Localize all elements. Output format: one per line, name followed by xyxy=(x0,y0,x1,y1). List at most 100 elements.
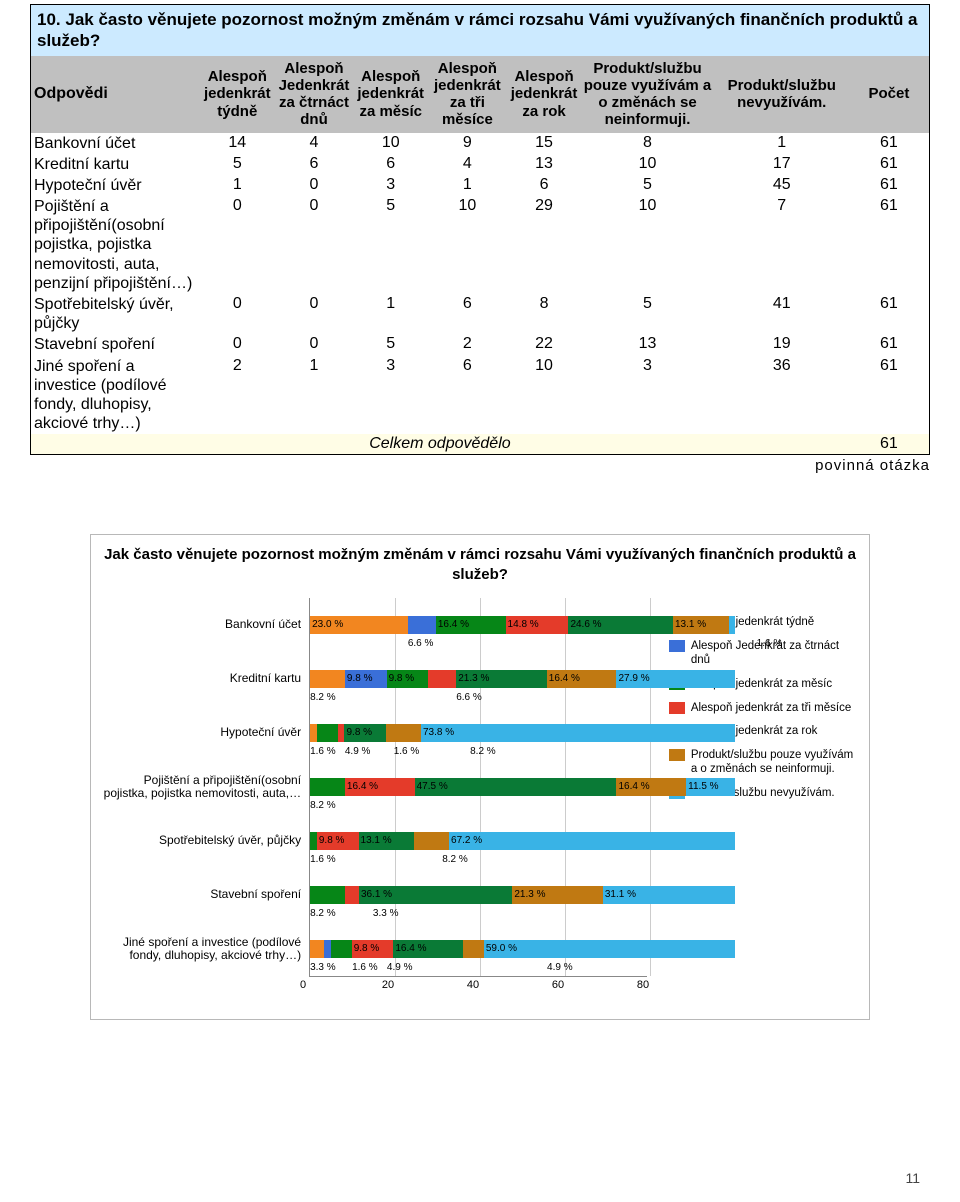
cell-value: 2 xyxy=(201,356,274,435)
cell-value: 13 xyxy=(508,154,581,175)
cell-value: 10 xyxy=(580,196,714,294)
chart-percent-label: 13.1 % xyxy=(675,619,706,630)
chart-segment: 16.4 % xyxy=(345,778,415,796)
table-header: Alespoň Jedenkrát za čtrnáct dnů xyxy=(274,56,355,133)
chart-segment: 9.8 % xyxy=(345,670,387,688)
chart-segment: 4.9 % xyxy=(317,724,338,742)
chart-segment: 21.3 % xyxy=(456,670,547,688)
chart-percent-label: 16.4 % xyxy=(618,781,649,792)
chart-y-labels: Bankovní účetKreditní kartuHypoteční úvě… xyxy=(103,598,309,977)
cell-value: 15 xyxy=(508,133,581,154)
chart-segment: 3.3 % xyxy=(345,886,359,904)
chart-segment: 9.8 % xyxy=(387,670,429,688)
cell-value: 10 xyxy=(508,356,581,435)
question-title: 10. Jak často věnujete pozornost možným … xyxy=(31,5,929,56)
chart-x-tick: 60 xyxy=(552,979,564,991)
chart-category-label: Pojištění a připojištění(osobní pojistka… xyxy=(103,760,301,814)
row-label: Stavební spoření xyxy=(31,334,201,355)
chart-title: Jak často věnujete pozornost možným změn… xyxy=(103,545,857,584)
chart-percent-label: 9.8 % xyxy=(354,943,380,954)
chart-percent-label: 4.9 % xyxy=(345,746,371,757)
chart-percent-label: 13.1 % xyxy=(361,835,392,846)
chart-x-tick: 0 xyxy=(300,979,306,991)
chart-category-label: Hypoteční úvěr xyxy=(103,706,301,760)
chart-percent-label: 16.4 % xyxy=(549,673,580,684)
chart-row: 8.2 %16.4 %47.5 %16.4 %11.5 % xyxy=(310,760,647,814)
cell-value: 0 xyxy=(274,294,355,334)
cell-value: 29 xyxy=(508,196,581,294)
chart-segment: 9.8 % xyxy=(352,940,394,958)
cell-value: 1 xyxy=(201,175,274,196)
cell-value: 13 xyxy=(580,334,714,355)
chart-segment: 31.1 % xyxy=(603,886,735,904)
chart-percent-label: 8.2 % xyxy=(310,800,336,811)
chart-segment: 23.0 % xyxy=(310,616,408,634)
chart-segment: 1.6 % xyxy=(310,832,317,850)
chart-container: Jak často věnujete pozornost možným změn… xyxy=(90,534,870,1020)
chart-segment: 6.6 % xyxy=(408,616,436,634)
table-header: Alespoň jedenkrát za rok xyxy=(508,56,581,133)
chart-bar: 1.6 %9.8 % 13.1 % 8.2 %67.2 % xyxy=(310,832,735,850)
cell-value: 22 xyxy=(508,334,581,355)
chart-percent-label: 8.2 % xyxy=(442,854,468,865)
legend-label: Alespoň jedenkrát za tři měsíce xyxy=(691,702,851,716)
chart-x-tick: 20 xyxy=(382,979,394,991)
chart-percent-label: 8.2 % xyxy=(470,746,496,757)
page-number: 11 xyxy=(905,1170,920,1186)
mandatory-note: povinná otázka xyxy=(30,457,930,474)
cell-value: 1 xyxy=(274,356,355,435)
legend-swatch xyxy=(669,640,685,652)
table-row: Kreditní kartu566413101761 xyxy=(31,154,929,175)
chart-segment: 59.0 % xyxy=(484,940,735,958)
chart-segment: 8.2 % xyxy=(414,832,449,850)
chart-segment: 4.9 % xyxy=(463,940,484,958)
cell-value: 2 xyxy=(427,334,508,355)
legend-swatch xyxy=(669,749,685,761)
chart-percent-label: 11.5 % xyxy=(688,781,718,792)
chart-segment: 27.9 % xyxy=(616,670,735,688)
table-row: Stavební spoření005222131961 xyxy=(31,334,929,355)
cell-value: 0 xyxy=(201,294,274,334)
chart-segment: 3.3 % xyxy=(310,940,324,958)
chart-segment: 67.2 % xyxy=(449,832,735,850)
chart-percent-label: 4.9 % xyxy=(387,962,413,973)
cell-value: 5 xyxy=(354,196,427,294)
row-label: Kreditní kartu xyxy=(31,154,201,175)
chart-percent-label: 1.6 % xyxy=(310,854,336,865)
chart-percent-label: 6.6 % xyxy=(408,638,434,649)
cell-value: 0 xyxy=(274,334,355,355)
chart-segment: 8.2 % xyxy=(310,670,345,688)
chart-segment: 16.4 % xyxy=(393,940,463,958)
legend-item: Alespoň jedenkrát za tři měsíce xyxy=(669,702,857,716)
cell-value: 4 xyxy=(427,154,508,175)
row-label: Bankovní účet xyxy=(31,133,201,154)
chart-percent-label: 1.6 % xyxy=(352,962,378,973)
chart-percent-label: 1.6 % xyxy=(757,638,783,649)
chart-percent-label: 27.9 % xyxy=(618,673,649,684)
chart-percent-label: 36.1 % xyxy=(361,889,392,900)
cell-value: 6 xyxy=(508,175,581,196)
chart-percent-label: 3.3 % xyxy=(310,962,336,973)
chart-row: 1.6 %4.9 %1.6 %9.8 %8.2 %73.8 % xyxy=(310,706,647,760)
cell-value: 10 xyxy=(427,196,508,294)
chart-bar: 23.0 %6.6 %16.4 %14.8 %24.6 %13.1 %1.6 % xyxy=(310,616,735,634)
cell-value: 5 xyxy=(580,175,714,196)
cell-value: 3 xyxy=(354,356,427,435)
chart-percent-label: 9.8 % xyxy=(346,727,372,738)
chart-segment: 16.4 % xyxy=(547,670,617,688)
chart-row: 1.6 %9.8 %13.1 %8.2 %67.2 % xyxy=(310,814,647,868)
chart-segment: 8.2 % xyxy=(386,724,421,742)
table-header: Alespoň jedenkrát týdně xyxy=(201,56,274,133)
chart-percent-label: 1.6 % xyxy=(394,746,420,757)
chart-row: 8.2 %9.8 %9.8 %6.6 %21.3 %16.4 %27.9 % xyxy=(310,652,647,706)
chart-segment: 13.1 % xyxy=(359,832,415,850)
chart-percent-label: 21.3 % xyxy=(514,889,545,900)
table-row: Pojištění a připojištění(osobní pojistka… xyxy=(31,196,929,294)
chart-percent-label: 9.8 % xyxy=(389,673,415,684)
cell-value: 1 xyxy=(354,294,427,334)
legend-label: Produkt/službu pouze využívám a o změnác… xyxy=(691,749,857,777)
chart-percent-label: 9.8 % xyxy=(319,835,345,846)
cell-value: 0 xyxy=(274,175,355,196)
chart-segment: 16.4 % xyxy=(616,778,686,796)
chart-percent-label: 23.0 % xyxy=(312,619,343,630)
